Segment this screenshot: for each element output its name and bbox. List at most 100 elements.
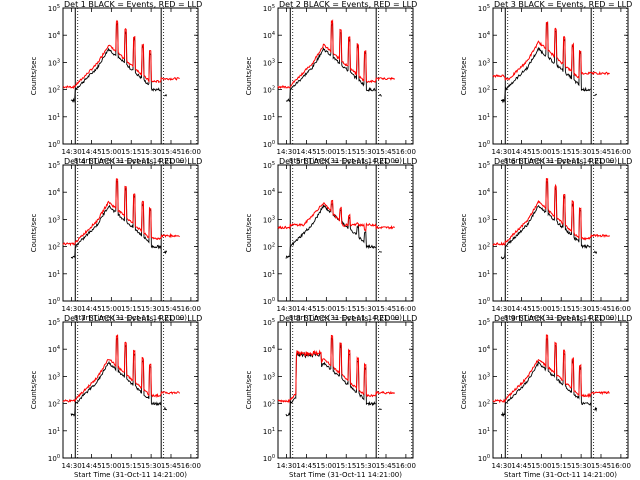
x-tick-label: 14:45 (81, 305, 101, 313)
x-tick-label: 15:15 (121, 462, 141, 470)
y-tick-exponent: 4 (272, 31, 275, 37)
lld-series-line (277, 19, 395, 89)
y-tick-exponent: 5 (272, 161, 275, 167)
x-tick-label: 14:45 (511, 462, 531, 470)
x-tick-label: 15:00 (531, 148, 551, 156)
x-axis-label: Start Time (31-Oct-11 14:21:00) (504, 471, 617, 479)
y-tick-exponent: 2 (272, 400, 275, 406)
y-tick-label: 101 (48, 427, 60, 436)
y-axis-label: Counts/sec (30, 214, 38, 253)
y-tick-exponent: 2 (487, 243, 490, 249)
plot-frame (277, 164, 414, 302)
events-series-line (500, 338, 598, 417)
y-tick-label: 100 (48, 140, 60, 149)
events-series-line (285, 337, 382, 417)
x-tick-label: 15:00 (316, 462, 336, 470)
y-tick-exponent: 3 (487, 58, 490, 64)
y-tick-label: 105 (478, 4, 490, 13)
chart-title: Det 2 BLACK = Events, RED = LLD (279, 0, 417, 9)
y-tick-label: 105 (263, 4, 275, 13)
x-axis-label: Start Time (31-Oct-11 14:21:00) (74, 157, 187, 165)
y-tick-label: 104 (263, 345, 275, 354)
y-tick-exponent: 2 (487, 400, 490, 406)
y-tick-label: 100 (48, 297, 60, 306)
y-tick-exponent: 2 (487, 86, 490, 92)
x-tick-label: 14:30 (276, 305, 296, 313)
events-series-line (70, 179, 168, 260)
y-tick-exponent: 1 (57, 270, 60, 276)
y-tick-label: 104 (263, 188, 275, 197)
x-tick-label: 14:45 (296, 462, 316, 470)
y-tick-label: 103 (478, 215, 490, 224)
x-tick-label: 14:30 (276, 148, 296, 156)
x-tick-label: 14:30 (491, 148, 511, 156)
x-tick-label: 15:45 (376, 305, 396, 313)
y-tick-exponent: 0 (487, 140, 490, 146)
x-tick-label: 15:30 (356, 305, 376, 313)
x-tick-label: 15:00 (101, 148, 121, 156)
x-tick-label: 15:45 (591, 148, 611, 156)
y-axis-label: Counts/sec (460, 57, 468, 96)
x-tick-label: 14:30 (491, 462, 511, 470)
x-tick-label: 15:15 (336, 305, 356, 313)
y-tick-exponent: 1 (487, 427, 490, 433)
events-series-line (285, 22, 382, 103)
x-tick-label: 14:30 (61, 148, 81, 156)
x-axis-label: Start Time (31-Oct-11 14:21:00) (74, 471, 187, 479)
x-axis-label: Start Time (31-Oct-11 14:21:00) (504, 157, 617, 165)
y-tick-exponent: 4 (487, 345, 490, 351)
y-tick-label: 102 (263, 400, 275, 409)
y-axis-label: Counts/sec (30, 371, 38, 410)
y-tick-label: 102 (478, 243, 490, 252)
lld-series-line (492, 21, 610, 81)
lld-series-line (62, 334, 181, 403)
x-tick-label: 15:30 (141, 148, 161, 156)
y-tick-exponent: 2 (57, 86, 60, 92)
x-tick-label: 15:30 (356, 148, 376, 156)
plot-frame (277, 321, 414, 459)
y-tick-exponent: 4 (272, 188, 275, 194)
y-tick-label: 103 (263, 58, 275, 67)
y-tick-label: 100 (48, 454, 60, 463)
y-tick-exponent: 1 (57, 113, 60, 119)
chart-title: Det 1 BLACK = Events, RED = LLD (64, 0, 202, 9)
lld-series-line (62, 19, 180, 90)
plot-frame (62, 164, 199, 302)
x-tick-label: 14:45 (511, 148, 531, 156)
y-tick-label: 103 (263, 215, 275, 224)
events-series-line (500, 181, 598, 260)
y-tick-exponent: 3 (272, 372, 275, 378)
lld-series-line (492, 334, 610, 404)
x-tick-label: 16:00 (181, 148, 201, 156)
x-tick-label: 16:00 (396, 148, 416, 156)
chart-title: Det 4 BLACK = Events, RED = LLD (64, 157, 202, 166)
y-tick-label: 104 (48, 188, 60, 197)
x-tick-label: 15:45 (161, 462, 181, 470)
y-tick-label: 101 (478, 270, 490, 279)
y-tick-label: 100 (478, 297, 490, 306)
y-tick-label: 105 (478, 161, 490, 170)
y-tick-exponent: 5 (57, 161, 60, 167)
y-tick-label: 100 (478, 140, 490, 149)
y-tick-label: 105 (48, 161, 60, 170)
x-tick-label: 16:00 (396, 305, 416, 313)
y-tick-label: 105 (263, 318, 275, 327)
y-tick-label: 105 (48, 318, 60, 327)
y-tick-exponent: 1 (272, 113, 275, 119)
y-tick-label: 102 (48, 86, 60, 95)
y-tick-exponent: 5 (272, 4, 275, 10)
events-series-line (70, 336, 168, 417)
y-tick-label: 101 (263, 270, 275, 279)
y-tick-exponent: 0 (487, 297, 490, 303)
x-axis-label: Start Time (31-Oct-11 14:21:00) (289, 471, 402, 479)
plot-frame (277, 7, 414, 145)
y-tick-label: 102 (263, 243, 275, 252)
y-tick-exponent: 5 (487, 318, 490, 324)
y-tick-exponent: 3 (272, 215, 275, 221)
y-tick-exponent: 3 (57, 58, 60, 64)
x-tick-label: 14:45 (296, 305, 316, 313)
chart-panel-9: Det 9 BLACK = Events, RED = LLD100101102… (460, 314, 632, 479)
chart-title: Det 8 BLACK = Events, RED = LLD (279, 314, 417, 323)
x-tick-label: 14:45 (81, 462, 101, 470)
x-tick-label: 15:00 (316, 148, 336, 156)
